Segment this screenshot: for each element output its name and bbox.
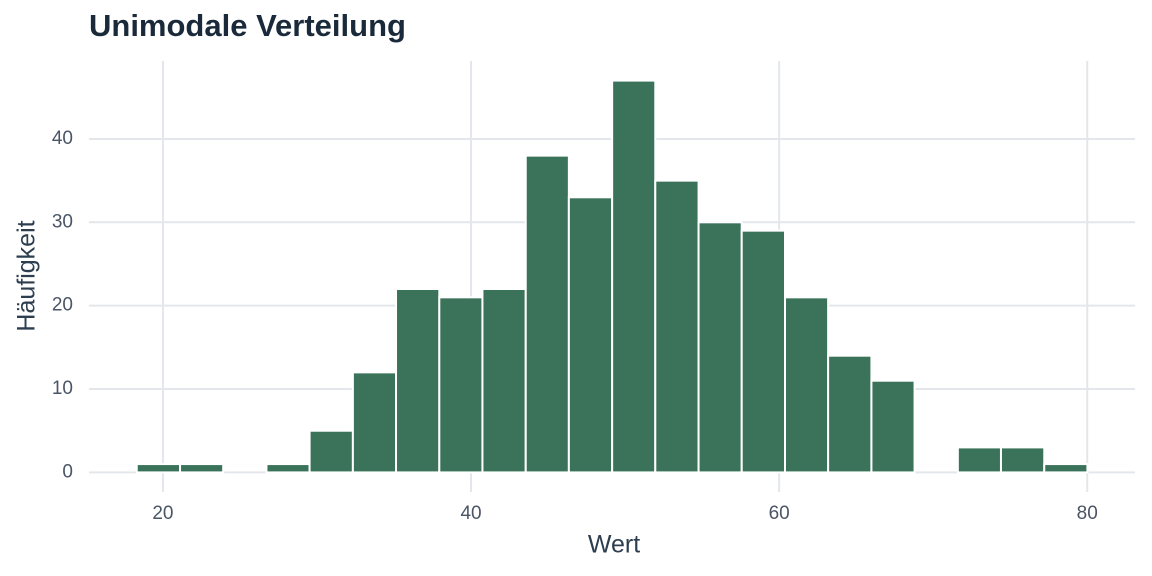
bar [524,154,570,474]
bar [1043,463,1089,474]
bar [697,221,743,474]
x-tick-label: 20 [152,503,173,524]
bar [351,371,398,474]
bar [654,179,700,474]
x-tick-label: 80 [1077,503,1098,524]
bar [999,446,1046,474]
y-axis-title: Häufigkeit [13,220,41,331]
bar [567,196,614,474]
bar [956,446,1002,474]
bar [179,463,225,474]
bar [481,288,527,474]
y-tick-label: 30 [52,211,73,232]
bar [740,229,786,474]
bar [265,463,311,474]
bar [395,288,441,474]
bar [308,429,354,474]
chart-title: Unimodale Verteilung [89,8,406,43]
bar [611,79,657,474]
bar [135,463,182,474]
y-tick-label: 10 [52,378,73,399]
bar [827,354,873,474]
bar [438,296,484,474]
y-tick-label: 40 [52,128,73,149]
bar [783,296,830,474]
x-tick-label: 40 [460,503,481,524]
bar [870,379,916,474]
x-tick-label: 60 [769,503,790,524]
y-tick-label: 20 [52,295,73,316]
x-axis-title: Wert [588,531,640,559]
y-tick-label: 0 [62,461,73,482]
